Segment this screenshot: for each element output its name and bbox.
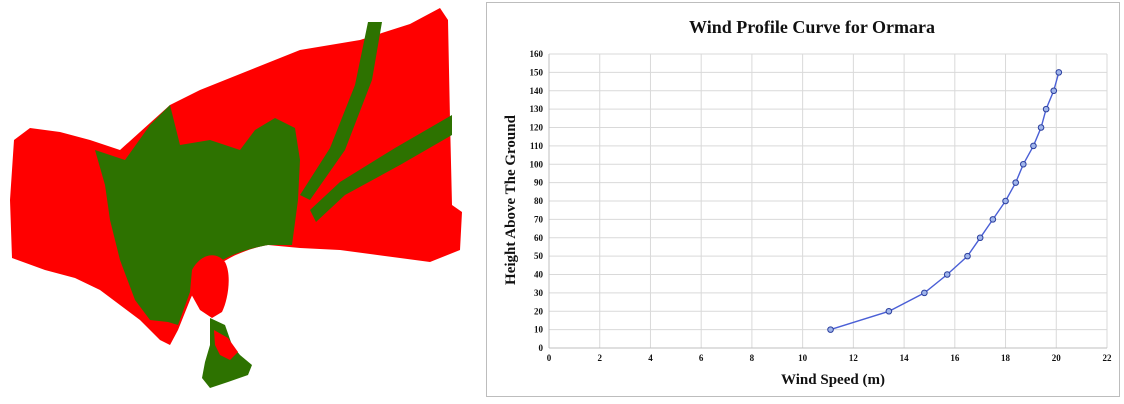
map-peninsula-red <box>214 330 238 360</box>
y-tick-label: 80 <box>534 196 544 206</box>
wind-profile-chart: Wind Profile Curve for Ormara 0 2 4 6 8 10 12 1… <box>503 17 1113 388</box>
x-tick-label: 8 <box>750 353 755 363</box>
x-tick-label: 4 <box>648 353 653 363</box>
x-tick-label: 14 <box>900 353 910 363</box>
data-point <box>1037 124 1045 131</box>
data-point <box>921 289 928 297</box>
chart-title: Wind Profile Curve for Ormara <box>689 17 935 37</box>
data-point <box>1002 197 1009 205</box>
data-point <box>827 326 834 333</box>
y-tick-label: 120 <box>530 123 544 133</box>
x-axis-label: Wind Speed (m) <box>781 372 885 388</box>
y-tick-label: 60 <box>534 233 544 243</box>
x-tick-label: 20 <box>1052 353 1062 363</box>
y-axis-label: Height Above The Ground <box>503 114 519 285</box>
map-zone-green <box>95 105 300 325</box>
x-tick-label: 12 <box>849 353 859 363</box>
y-tick-label: 110 <box>530 141 544 151</box>
y-tick-label: 20 <box>534 306 544 316</box>
data-point <box>989 216 997 223</box>
data-point <box>976 234 984 242</box>
data-point <box>1055 69 1063 76</box>
data-point <box>885 307 893 315</box>
x-tick-label: 10 <box>798 353 808 363</box>
axes <box>548 54 1107 349</box>
y-tick-label: 70 <box>534 214 544 224</box>
y-tick-label: 100 <box>530 159 544 169</box>
map-band-lower <box>310 115 452 222</box>
map-band-upper <box>300 22 382 200</box>
y-tick-label: 50 <box>534 251 544 261</box>
map-svg <box>10 8 462 388</box>
y-tick-label: 40 <box>534 270 544 280</box>
y-tick-label: 0 <box>539 343 544 353</box>
y-tick-label: 130 <box>530 104 544 114</box>
y-tick-label: 140 <box>530 86 544 96</box>
map-red-island <box>190 255 229 318</box>
data-point <box>1042 105 1050 113</box>
data-point <box>1050 87 1058 95</box>
chart-panel: Wind Profile Curve for Ormara 0 2 4 6 8 10 12 1… <box>486 2 1120 397</box>
grid <box>548 53 1108 349</box>
y-tick-label: 150 <box>530 67 544 77</box>
y-tick-label: 30 <box>534 288 544 298</box>
data-point <box>964 252 971 260</box>
x-tick-label: 6 <box>699 353 704 363</box>
classified-map <box>0 0 478 399</box>
y-tick-label: 90 <box>534 178 544 188</box>
series-layer <box>827 69 1063 333</box>
y-tick-label: 10 <box>534 325 544 335</box>
tick-labels: 0 2 4 6 8 10 12 14 16 18 20 22 0 10 20 30 40 50 60 70 80 90 10… <box>530 49 1113 363</box>
x-tick-label: 18 <box>1001 353 1011 363</box>
x-tick-label: 2 <box>597 353 602 363</box>
data-point <box>1020 160 1027 168</box>
x-tick-label: 22 <box>1103 353 1113 363</box>
data-point <box>943 271 951 278</box>
x-tick-label: 16 <box>950 353 960 363</box>
data-point <box>1030 142 1037 150</box>
y-tick-label: 160 <box>530 49 544 59</box>
data-point <box>1012 179 1019 186</box>
x-tick-label: 0 <box>547 353 552 363</box>
